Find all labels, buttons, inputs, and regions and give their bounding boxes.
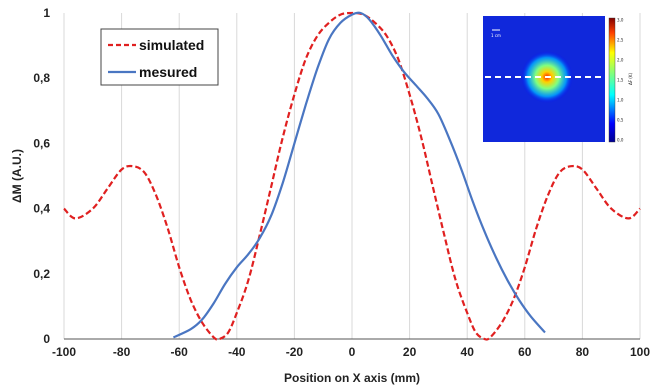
legend-label-simulated: simulated [139, 37, 204, 53]
x-tick-label: -20 [286, 345, 304, 359]
y-tick-label: 1 [43, 6, 50, 20]
inset-colorbar-tick-label: 0,0 [617, 138, 624, 143]
y-tick-label: 0,8 [33, 71, 50, 85]
inset-colorbar [608, 17, 616, 143]
series-mesured-line [172, 11, 546, 339]
x-axis-title: Position on X axis (mm) [284, 371, 420, 385]
inset-colorbar-tick-label: 3,0 [617, 18, 624, 23]
inset-colorbar-tick-label: 2,5 [617, 38, 624, 43]
inset-colorbar-label: ΔF (K) [628, 73, 633, 85]
y-tick-labels: 0 0,2 0,4 0,6 0,8 1 [33, 6, 50, 346]
inset-scale-label: 1 cm [491, 33, 501, 38]
inset-colorbar-ticks: 3,0 2,5 2,0 1,5 1,0 0,5 0,0 [617, 18, 624, 143]
x-tick-label: 60 [518, 345, 532, 359]
x-tick-label: -60 [171, 345, 189, 359]
x-tick-labels: -100 -80 -60 -40 -20 0 20 40 60 80 100 [52, 345, 650, 359]
y-tick-label: 0,4 [33, 202, 50, 216]
legend: simulated mesured [100, 28, 219, 86]
inset-colorbar-tick-label: 2,0 [617, 58, 624, 63]
inset-colorbar-tick-label: 0,5 [617, 118, 624, 123]
series [63, 11, 641, 341]
x-tick-label: 0 [349, 345, 356, 359]
y-tick-label: 0,6 [33, 136, 50, 150]
inset-thermal-image: 1 cm 3,0 2,5 2,0 1,5 1,0 0,5 0,0 ΔF (K) [483, 16, 633, 143]
legend-label-mesured: mesured [139, 64, 197, 80]
y-tick-label: 0,2 [33, 267, 50, 281]
y-axis-title: ΔM (A.U.) [10, 149, 24, 203]
x-tick-label: 20 [403, 345, 417, 359]
inset-colorbar-tick-label: 1,0 [617, 98, 624, 103]
x-tick-label: 80 [576, 345, 590, 359]
x-tick-label: -100 [52, 345, 76, 359]
x-tick-label: -80 [113, 345, 131, 359]
x-tick-label: 100 [630, 345, 650, 359]
x-tick-label: -40 [228, 345, 246, 359]
legend-box [100, 28, 219, 86]
series-simulated-line [63, 11, 641, 341]
y-tick-label: 0 [43, 332, 50, 346]
inset-colorbar-tick-label: 1,5 [617, 78, 624, 83]
x-tick-label: 40 [461, 345, 475, 359]
